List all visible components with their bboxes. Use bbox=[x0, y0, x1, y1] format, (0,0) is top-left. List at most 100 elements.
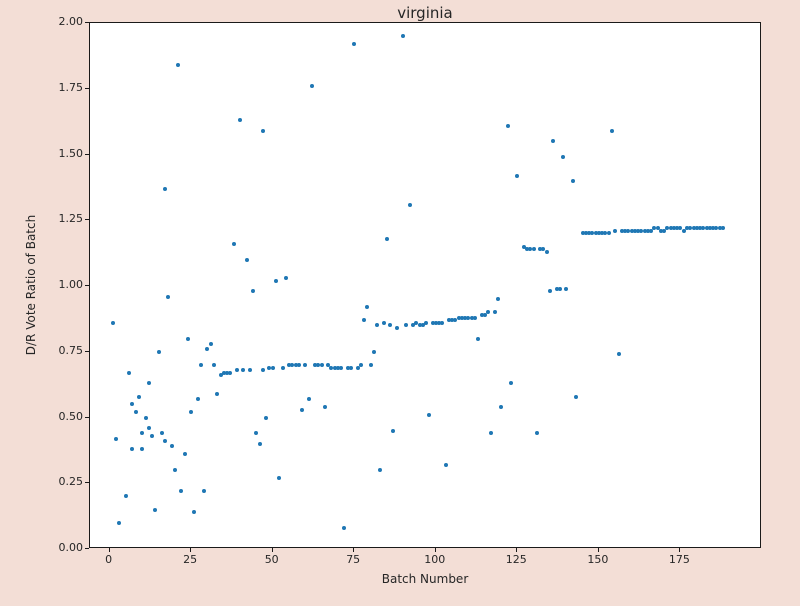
data-point bbox=[159, 431, 164, 436]
data-point bbox=[156, 349, 161, 354]
data-point bbox=[306, 397, 311, 402]
data-point bbox=[472, 315, 477, 320]
data-point bbox=[587, 231, 592, 236]
data-point bbox=[127, 370, 132, 375]
plot-area bbox=[89, 22, 761, 548]
data-point bbox=[564, 286, 569, 291]
data-point bbox=[319, 362, 324, 367]
data-point bbox=[394, 326, 399, 331]
data-point bbox=[130, 402, 135, 407]
data-point bbox=[570, 178, 575, 183]
data-point bbox=[629, 228, 634, 233]
data-point bbox=[453, 318, 458, 323]
data-point bbox=[632, 228, 637, 233]
data-point bbox=[166, 294, 171, 299]
data-point bbox=[146, 426, 151, 430]
data-point bbox=[603, 231, 608, 236]
data-point bbox=[606, 231, 611, 236]
data-point bbox=[228, 370, 233, 375]
data-point bbox=[662, 228, 667, 233]
data-point bbox=[704, 226, 709, 231]
data-point bbox=[433, 320, 438, 325]
data-point bbox=[407, 202, 412, 207]
data-point bbox=[420, 323, 425, 328]
data-point bbox=[665, 226, 670, 231]
data-point bbox=[505, 123, 510, 128]
data-point bbox=[623, 228, 627, 233]
data-point bbox=[698, 226, 702, 231]
data-point bbox=[212, 362, 216, 367]
y-tick-mark bbox=[85, 350, 89, 352]
data-point bbox=[482, 312, 487, 317]
data-point bbox=[362, 318, 366, 323]
data-point bbox=[616, 352, 621, 357]
data-point bbox=[652, 226, 657, 231]
data-point bbox=[371, 349, 376, 354]
data-point bbox=[489, 431, 494, 436]
data-point bbox=[146, 381, 151, 386]
data-point bbox=[349, 365, 353, 370]
data-point bbox=[469, 315, 474, 320]
data-point bbox=[241, 368, 246, 373]
x-tick-label: 25 bbox=[183, 553, 198, 566]
data-point bbox=[711, 226, 716, 231]
data-point bbox=[254, 431, 259, 436]
data-point bbox=[685, 226, 689, 231]
data-point bbox=[316, 362, 321, 367]
data-point bbox=[596, 231, 601, 236]
x-tick-mark bbox=[597, 548, 599, 552]
data-point bbox=[114, 436, 119, 441]
data-point bbox=[486, 310, 490, 315]
data-point bbox=[225, 370, 229, 375]
data-point bbox=[561, 155, 565, 160]
data-point bbox=[257, 441, 262, 446]
y-tick-mark bbox=[85, 482, 89, 484]
data-point bbox=[189, 410, 194, 415]
y-tick-label: 0.75 bbox=[58, 343, 84, 357]
y-tick-label: 0.25 bbox=[58, 475, 84, 489]
data-point bbox=[247, 368, 252, 373]
data-point bbox=[136, 394, 141, 399]
data-point bbox=[335, 365, 340, 370]
x-tick-mark bbox=[434, 548, 436, 552]
data-point bbox=[384, 236, 389, 241]
y-tick-label: 2.00 bbox=[58, 15, 84, 28]
data-point bbox=[440, 320, 445, 325]
data-point bbox=[117, 520, 122, 525]
data-point bbox=[626, 228, 631, 233]
data-point bbox=[303, 362, 308, 367]
data-point bbox=[531, 247, 536, 252]
x-tick-label: 50 bbox=[264, 553, 279, 566]
data-point bbox=[720, 226, 725, 231]
data-point bbox=[437, 320, 441, 325]
data-point bbox=[280, 365, 285, 370]
data-point bbox=[332, 365, 337, 370]
data-point bbox=[639, 228, 644, 233]
x-tick-mark bbox=[353, 548, 355, 552]
data-point bbox=[143, 415, 148, 420]
data-point bbox=[339, 365, 344, 370]
data-point bbox=[404, 323, 409, 328]
data-point bbox=[123, 494, 128, 499]
data-point bbox=[463, 315, 468, 320]
data-point bbox=[548, 289, 552, 294]
data-point bbox=[391, 428, 396, 433]
data-point bbox=[238, 118, 243, 123]
data-point bbox=[446, 318, 451, 323]
y-tick-label: 1.00 bbox=[58, 278, 84, 291]
x-tick-mark bbox=[271, 548, 273, 552]
data-point bbox=[300, 407, 304, 412]
x-tick-label: 0 bbox=[105, 553, 113, 566]
data-point bbox=[675, 226, 680, 231]
data-point bbox=[714, 226, 719, 231]
data-point bbox=[466, 315, 471, 320]
data-point bbox=[355, 365, 360, 370]
data-point bbox=[140, 431, 145, 436]
data-point bbox=[492, 310, 497, 315]
y-axis-label: D/R Vote Ratio of Batch bbox=[24, 214, 38, 356]
data-point bbox=[110, 320, 115, 325]
data-point bbox=[668, 226, 673, 231]
data-point bbox=[681, 228, 686, 233]
data-point bbox=[658, 228, 663, 233]
data-point bbox=[717, 226, 722, 231]
